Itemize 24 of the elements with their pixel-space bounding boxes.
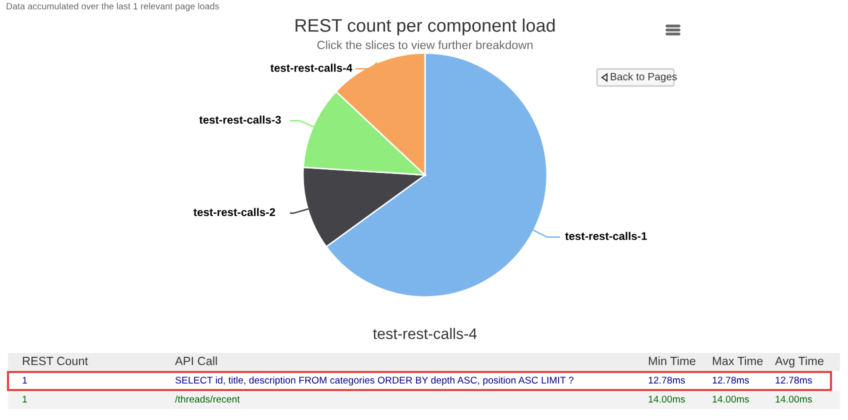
slice-label: test-rest-calls-1 — [565, 232, 647, 240]
text: Min Time — [648, 356, 696, 366]
chart-subtitle: Click the slices to view further breakdown — [317, 40, 532, 50]
text: test-rest-calls-4 — [373, 328, 477, 340]
text: 12.78ms — [712, 376, 749, 384]
text: /threads/recent — [175, 395, 240, 403]
text: Back to Pages — [610, 72, 677, 82]
text: 14.00ms — [648, 396, 685, 403]
text: 14.00ms — [776, 396, 812, 403]
text: Avg Time — [775, 356, 824, 368]
text: REST Count — [22, 356, 88, 366]
text: API Call — [175, 356, 217, 366]
slice-label: test-rest-calls-2 — [193, 208, 276, 216]
text: 1 — [22, 376, 27, 384]
text: 14.00ms — [712, 396, 749, 403]
text: 12.78ms — [648, 376, 685, 384]
text: 1 — [22, 396, 27, 403]
slice-label: test-rest-calls-4 — [270, 64, 352, 72]
chart-title: REST count per component load — [296, 18, 555, 36]
text: Max Time — [712, 356, 763, 366]
text: 12.78ms — [776, 376, 812, 384]
text: SELECT id, title, description FROM categories ORDER BY depth ASC, position ASC LIMIT ? — [175, 376, 574, 386]
text: Data accumulated over the last 1 relevant page loads — [6, 2, 219, 12]
slice-label: test-rest-calls-3 — [199, 116, 281, 124]
